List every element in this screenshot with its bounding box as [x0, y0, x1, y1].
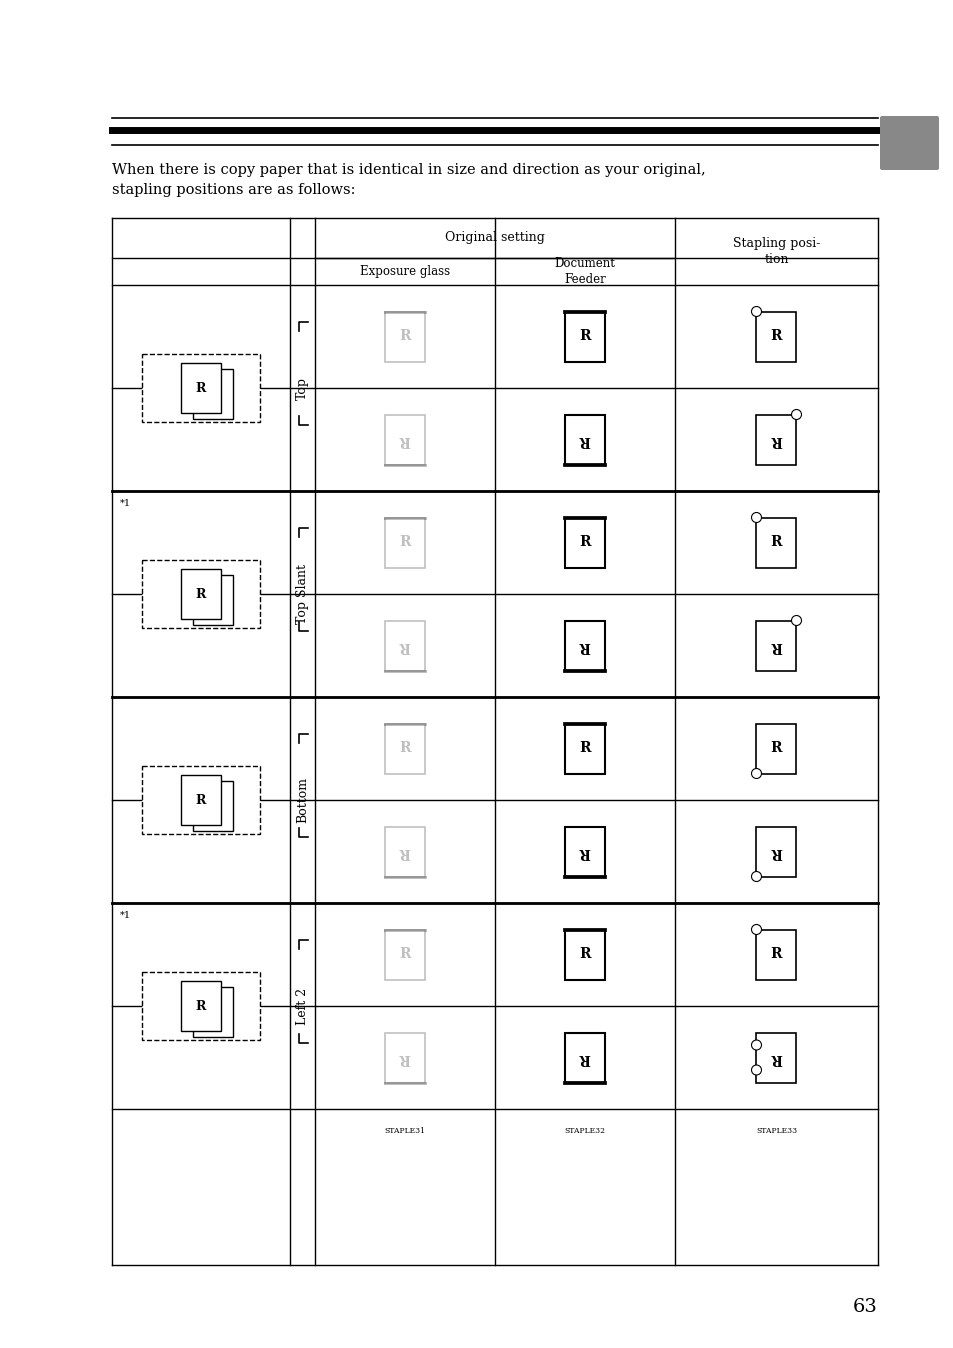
Text: When there is copy paper that is identical in size and direction as your origina: When there is copy paper that is identic…: [112, 163, 705, 177]
Bar: [385, 826, 424, 876]
Text: Bottom: Bottom: [295, 776, 309, 824]
Text: R: R: [195, 794, 206, 806]
Text: STAPLE32: STAPLE32: [564, 1127, 605, 1135]
Circle shape: [751, 1065, 760, 1074]
Text: R: R: [770, 948, 781, 961]
Bar: [142, 559, 260, 628]
Text: Top Slant: Top Slant: [295, 563, 309, 624]
Bar: [564, 1033, 604, 1082]
Circle shape: [791, 410, 801, 419]
Circle shape: [751, 872, 760, 882]
Text: R: R: [399, 329, 411, 344]
Bar: [193, 987, 233, 1037]
Text: Original setting: Original setting: [445, 232, 544, 244]
Text: stapling positions are as follows:: stapling positions are as follows:: [112, 183, 355, 197]
Text: R: R: [770, 639, 781, 652]
FancyBboxPatch shape: [879, 116, 938, 170]
Text: R: R: [195, 999, 206, 1012]
Bar: [193, 780, 233, 830]
Bar: [181, 569, 221, 619]
Text: R: R: [195, 381, 206, 395]
Bar: [756, 414, 796, 465]
Bar: [756, 620, 796, 670]
Text: R: R: [578, 329, 590, 344]
Bar: [564, 311, 604, 361]
Bar: [193, 369, 233, 419]
Bar: [756, 311, 796, 361]
Text: R: R: [399, 844, 411, 859]
Bar: [756, 826, 796, 876]
Text: R: R: [399, 433, 411, 446]
Text: STAPLE31: STAPLE31: [384, 1127, 425, 1135]
Text: R: R: [578, 639, 590, 652]
Bar: [564, 518, 604, 568]
Bar: [756, 724, 796, 774]
Text: Left 2: Left 2: [295, 988, 309, 1024]
Text: R: R: [770, 433, 781, 446]
Text: R: R: [578, 1050, 590, 1065]
Text: Stapling posi-
tion: Stapling posi- tion: [732, 237, 820, 266]
Text: R: R: [770, 535, 781, 550]
Bar: [564, 724, 604, 774]
Bar: [564, 620, 604, 670]
Text: R: R: [770, 329, 781, 344]
Text: Top: Top: [295, 376, 309, 399]
Text: R: R: [203, 386, 213, 398]
Text: R: R: [203, 1003, 213, 1016]
Circle shape: [791, 616, 801, 625]
Text: R: R: [578, 433, 590, 446]
Text: STAPLE33: STAPLE33: [755, 1127, 796, 1135]
Text: R: R: [578, 948, 590, 961]
Bar: [385, 724, 424, 774]
Bar: [142, 972, 260, 1041]
Bar: [181, 981, 221, 1031]
Circle shape: [751, 768, 760, 779]
Bar: [142, 766, 260, 834]
Circle shape: [751, 306, 760, 317]
Circle shape: [751, 1041, 760, 1050]
Bar: [181, 363, 221, 412]
Text: R: R: [399, 639, 411, 652]
Bar: [756, 518, 796, 568]
Text: R: R: [399, 741, 411, 755]
Bar: [142, 355, 260, 422]
Text: R: R: [770, 844, 781, 859]
Bar: [385, 311, 424, 361]
Text: Exposure glass: Exposure glass: [359, 266, 450, 278]
Text: R: R: [195, 588, 206, 600]
Text: R: R: [399, 948, 411, 961]
Bar: [756, 1033, 796, 1082]
Text: R: R: [770, 741, 781, 755]
Bar: [756, 930, 796, 980]
Text: R: R: [578, 844, 590, 859]
Text: 63: 63: [852, 1298, 877, 1316]
Text: Document
Feeder: Document Feeder: [554, 257, 615, 286]
Bar: [385, 414, 424, 465]
Bar: [385, 1033, 424, 1082]
Circle shape: [751, 925, 760, 934]
Text: R: R: [578, 535, 590, 550]
Text: R: R: [399, 535, 411, 550]
Text: R: R: [399, 1050, 411, 1065]
Bar: [181, 775, 221, 825]
Text: *1: *1: [120, 499, 131, 508]
Text: R: R: [203, 797, 213, 810]
Bar: [385, 518, 424, 568]
Bar: [385, 620, 424, 670]
Bar: [564, 826, 604, 876]
Text: R: R: [578, 741, 590, 755]
Bar: [193, 576, 233, 625]
Bar: [564, 414, 604, 465]
Text: *1: *1: [120, 911, 131, 919]
Text: R: R: [770, 1050, 781, 1065]
Circle shape: [751, 512, 760, 523]
Bar: [564, 930, 604, 980]
Text: R: R: [203, 592, 213, 604]
Bar: [385, 930, 424, 980]
